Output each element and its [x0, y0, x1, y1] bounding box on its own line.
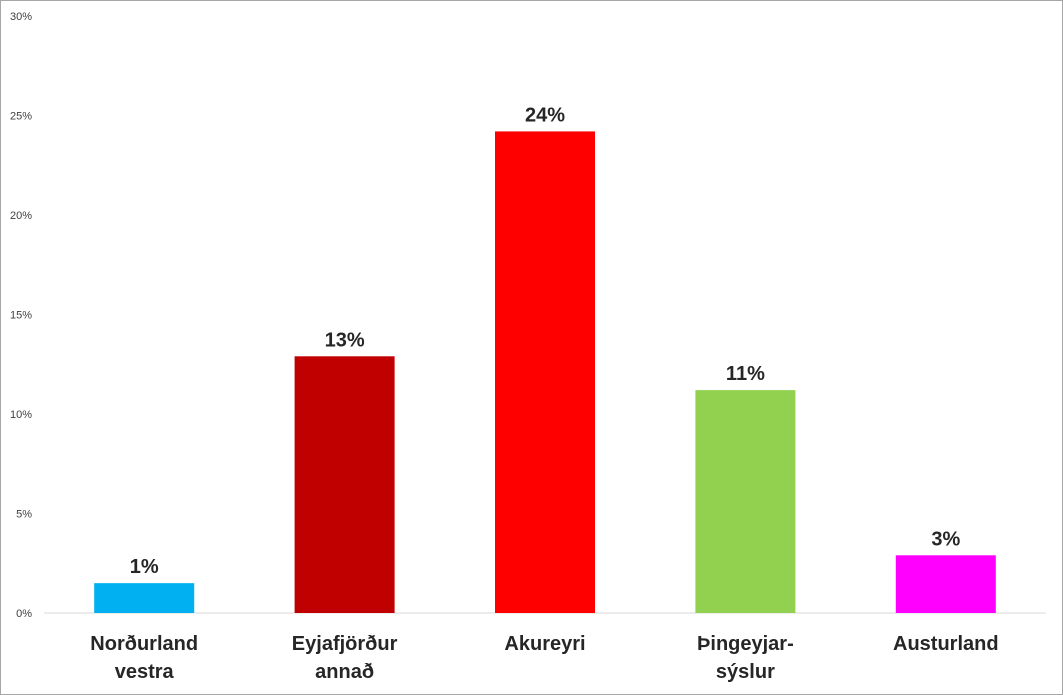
- x-category-label: Eyjafjörður: [292, 633, 398, 655]
- y-tick-label: 15%: [10, 310, 32, 322]
- y-tick-label: 20%: [10, 210, 32, 222]
- x-category-label: annað: [315, 661, 374, 683]
- y-tick-label: 30%: [10, 11, 32, 23]
- bar: [495, 131, 595, 614]
- y-tick-label: 0%: [16, 608, 32, 620]
- x-category-label: Norðurland: [90, 633, 198, 655]
- x-category-label: vestra: [115, 661, 175, 683]
- y-tick-label: 10%: [10, 409, 32, 421]
- bar: [695, 390, 796, 613]
- data-label: 13%: [325, 329, 365, 351]
- bar: [94, 583, 195, 613]
- bar: [895, 555, 996, 613]
- bar: [294, 356, 395, 613]
- data-label: 3%: [931, 528, 960, 550]
- data-label: 24%: [525, 104, 565, 126]
- x-category-label: Þingeyjar-: [697, 633, 794, 655]
- data-label: 11%: [726, 363, 765, 385]
- data-label: 1%: [130, 556, 159, 578]
- x-category-label: Akureyri: [504, 633, 585, 655]
- x-category-label: Austurland: [893, 633, 999, 655]
- y-tick-label: 25%: [10, 111, 32, 123]
- y-tick-label: 5%: [16, 509, 32, 521]
- x-category-label: sýslur: [716, 661, 775, 683]
